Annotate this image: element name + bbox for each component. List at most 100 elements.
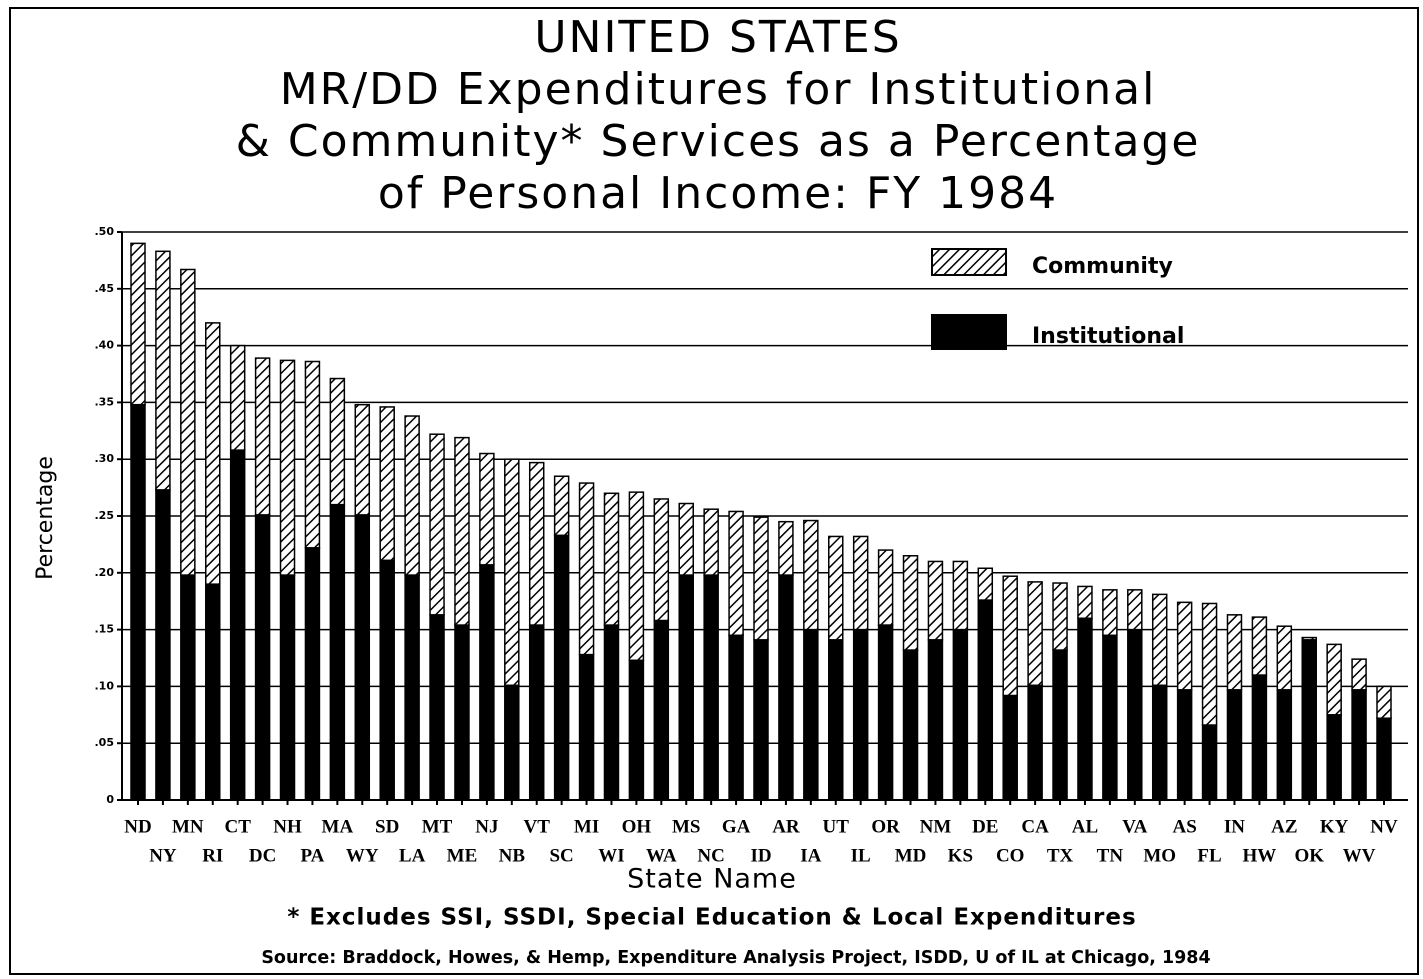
- bar-segment: [902, 555, 919, 651]
- x-tick-label: NC: [697, 845, 724, 866]
- x-tick-label: TN: [1097, 845, 1124, 866]
- bar-segment: [753, 516, 769, 641]
- bar-segment: [1002, 575, 1018, 697]
- bar-segment: [479, 564, 495, 801]
- bar-segment: [304, 360, 321, 549]
- x-tick-label: MA: [322, 816, 354, 837]
- bar-segment: [653, 619, 670, 801]
- bar-segment: [1027, 684, 1043, 801]
- bar-segment: [1052, 582, 1068, 651]
- bar-segment: [1077, 585, 1093, 619]
- y-axis-label: Percentage: [33, 456, 58, 580]
- x-tick-label: UT: [823, 816, 850, 837]
- y-tick-label: .25: [95, 509, 115, 522]
- y-tick-label: .35: [95, 395, 115, 408]
- bar-segment: [1301, 639, 1317, 801]
- bar-segment: [927, 639, 944, 801]
- x-tick-label: FL: [1197, 845, 1221, 866]
- bar-segment: [329, 503, 346, 801]
- x-tick-label: OR: [871, 816, 900, 837]
- x-tick-label: ME: [447, 845, 478, 866]
- bar-segment: [155, 489, 171, 801]
- bar-segment: [205, 583, 221, 801]
- bar-segment: [1176, 689, 1193, 801]
- bar-segment: [279, 574, 296, 801]
- x-tick-label: AL: [1072, 816, 1098, 837]
- x-tick-label: WA: [646, 845, 677, 866]
- chart-title: UNITED STATES: [534, 12, 901, 63]
- y-tick-label: .15: [95, 623, 115, 636]
- x-tick-label: MO: [1143, 845, 1176, 866]
- bar-segment: [578, 653, 595, 801]
- bar-segment: [1376, 717, 1392, 801]
- x-tick-label: KY: [1320, 816, 1349, 837]
- x-tick-label: MN: [172, 816, 204, 837]
- bar-segment: [902, 649, 919, 801]
- bar-segment: [977, 599, 994, 801]
- bar-segment: [1376, 685, 1392, 719]
- bar-segment: [653, 498, 670, 622]
- bar-segment: [852, 628, 869, 801]
- bar-segment: [877, 624, 894, 801]
- bar-segment: [1151, 684, 1168, 801]
- x-tick-label: AS: [1172, 816, 1196, 837]
- bar-segment: [1027, 581, 1043, 687]
- bar-segment: [504, 458, 520, 687]
- x-tick-label: CA: [1021, 816, 1049, 837]
- y-tick-label: .30: [95, 452, 115, 465]
- bar-segment: [1326, 643, 1342, 716]
- legend-label: Community: [1032, 254, 1173, 279]
- frame: [9, 7, 1419, 975]
- x-tick-label: RI: [202, 845, 223, 866]
- x-tick-label: AZ: [1271, 816, 1297, 837]
- bar-segment: [703, 574, 719, 801]
- x-tick-label: AR: [772, 816, 800, 837]
- x-tick-label: IA: [800, 845, 821, 866]
- bar-segment: [803, 628, 819, 801]
- x-tick-label: CT: [224, 816, 251, 837]
- x-tick-label: IN: [1224, 816, 1245, 837]
- bar-segment: [329, 377, 346, 506]
- bar-segment: [1226, 689, 1243, 801]
- bar-segment: [205, 322, 221, 585]
- legend-label: Institutional: [1032, 324, 1184, 349]
- x-tick-label: PA: [300, 845, 324, 866]
- bar-segment: [553, 534, 570, 801]
- x-tick-label: NY: [149, 845, 177, 866]
- bar-segment: [180, 574, 196, 801]
- bar-segment: [828, 639, 844, 801]
- chart-title: MR/DD Expenditures for Institutional: [280, 64, 1157, 115]
- bar-segment: [852, 535, 869, 631]
- x-axis-label: State Name: [627, 864, 797, 895]
- x-tick-label: NV: [1370, 816, 1398, 837]
- bar-segment: [1077, 617, 1093, 801]
- legend-swatch: [931, 314, 1007, 350]
- bar-segment: [1052, 649, 1068, 801]
- bar-segment: [1201, 602, 1218, 726]
- x-tick-label: GA: [722, 816, 751, 837]
- x-tick-label: NH: [273, 816, 302, 837]
- x-tick-label: SD: [375, 816, 399, 837]
- bar-segment: [952, 560, 969, 631]
- bar-segment: [404, 574, 420, 801]
- x-tick-label: OH: [622, 816, 652, 837]
- bar-segment: [1251, 674, 1268, 801]
- bar-segment: [728, 634, 744, 801]
- x-tick-label: DE: [972, 816, 998, 837]
- bar-segment: [379, 559, 395, 801]
- bar-segment: [254, 514, 271, 801]
- bar-segment: [1226, 614, 1243, 691]
- bar-segment: [1251, 616, 1268, 676]
- x-tick-label: NM: [920, 816, 952, 837]
- bar-segment: [803, 519, 819, 631]
- x-tick-label: KS: [948, 845, 973, 866]
- x-tick-label: CO: [996, 845, 1025, 866]
- bar-segment: [1127, 589, 1143, 631]
- bar-segment: [977, 567, 994, 601]
- bar-segment: [404, 415, 420, 576]
- bar-segment: [728, 510, 744, 637]
- y-tick-label: .50: [95, 225, 115, 238]
- bar-segment: [578, 482, 595, 656]
- y-tick-label: .40: [95, 339, 115, 352]
- bar-segment: [229, 449, 246, 801]
